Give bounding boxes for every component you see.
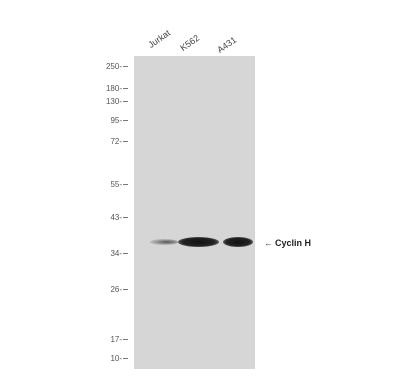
marker-tick xyxy=(123,184,128,186)
marker-17: 17- xyxy=(110,336,128,344)
blot-membrane xyxy=(134,56,255,369)
marker-43: 43- xyxy=(110,214,128,222)
marker-250: 250- xyxy=(106,63,128,71)
marker-tick xyxy=(123,339,128,341)
lane-label-jurkat: Jurkat xyxy=(146,27,173,50)
marker-tick xyxy=(123,66,128,68)
marker-tick xyxy=(123,253,128,255)
marker-72: 72- xyxy=(110,138,128,146)
marker-tick xyxy=(123,358,128,360)
marker-26: 26- xyxy=(110,286,128,294)
marker-tick xyxy=(123,88,128,90)
marker-tick xyxy=(123,289,128,291)
marker-95: 95- xyxy=(110,117,128,125)
marker-tick xyxy=(123,101,128,103)
band-k562 xyxy=(178,237,219,247)
marker-130: 130- xyxy=(106,98,128,106)
marker-34: 34- xyxy=(110,250,128,258)
marker-tick xyxy=(123,217,128,219)
band-a431 xyxy=(223,237,253,247)
marker-tick xyxy=(123,120,128,122)
protein-label: Cyclin H xyxy=(275,238,312,248)
lane-label-k562: K562 xyxy=(178,32,202,53)
marker-10: 10- xyxy=(110,355,128,363)
left-arrow-icon: ← xyxy=(264,238,273,248)
marker-55: 55- xyxy=(110,181,128,189)
band-jurkat xyxy=(150,239,178,245)
band-annotation: ← Cyclin H xyxy=(264,238,311,248)
lane-label-a431: A431 xyxy=(215,34,239,55)
marker-180: 180- xyxy=(106,85,128,93)
marker-tick xyxy=(123,141,128,143)
